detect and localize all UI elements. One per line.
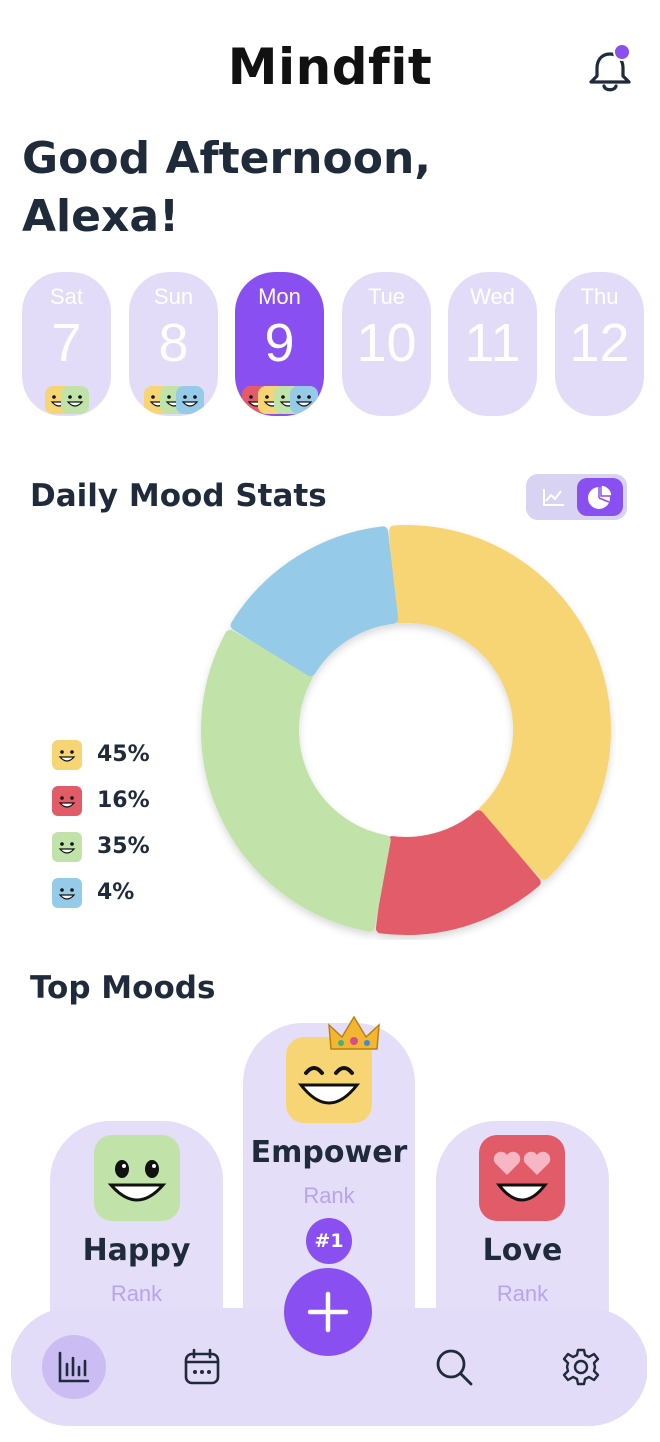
- mood-stats-title: Daily Mood Stats: [30, 478, 327, 514]
- day-mood-faces: [342, 378, 431, 414]
- day-name: Mon: [258, 284, 301, 309]
- search-icon: [436, 1349, 473, 1386]
- day-name: Tue: [367, 284, 406, 309]
- chart-view-toggle[interactable]: [526, 474, 627, 520]
- settings-icon: [562, 1348, 600, 1386]
- day-name: Thu: [580, 284, 619, 309]
- pie-chart-icon: [588, 484, 613, 509]
- day-pill-wed[interactable]: Wed 11: [448, 272, 537, 416]
- legend-percent: 4%: [97, 880, 135, 905]
- day-pill-sat[interactable]: Sat 7: [22, 272, 111, 416]
- day-pill-thu[interactable]: Thu 12: [555, 272, 644, 416]
- line-chart-icon: [543, 489, 564, 506]
- day-mood-faces: [22, 378, 111, 414]
- happy-face-icon: [52, 832, 82, 862]
- day-pill-sun[interactable]: Sun 8: [129, 272, 218, 416]
- mood-name-love: Love: [482, 1233, 563, 1268]
- mood-legend: 45% 16% 35% 4%: [52, 736, 192, 920]
- greeting-line1: Good Afternoon,: [22, 133, 431, 184]
- pie-chart-toggle[interactable]: [577, 478, 623, 516]
- donut-slice-calm: [230, 526, 399, 677]
- empower-face-icon: [52, 740, 82, 770]
- day-number: 12: [569, 313, 630, 373]
- calm-face-icon: [52, 878, 82, 908]
- happy-face-icon: [61, 386, 89, 414]
- greeting: Good Afternoon, Alexa!: [22, 130, 431, 246]
- mood-rank-label-empower: Rank: [303, 1183, 355, 1208]
- app-title: Mindfit: [227, 38, 433, 96]
- mood-rank-label-love: Rank: [496, 1281, 549, 1306]
- line-chart-toggle[interactable]: [530, 478, 576, 516]
- nav-settings[interactable]: [549, 1335, 613, 1399]
- mood-rank-label-happy: Rank: [110, 1281, 163, 1306]
- day-pill-mon[interactable]: Mon 9: [235, 272, 324, 416]
- donut-slice-empower: [389, 525, 611, 880]
- legend-percent: 45%: [97, 742, 150, 767]
- day-name: Sun: [153, 284, 194, 309]
- stats-icon: [58, 1351, 90, 1383]
- notification-dot-icon: [613, 43, 631, 61]
- nav-stats[interactable]: [42, 1335, 106, 1399]
- day-mood-faces: [555, 378, 644, 414]
- top-moods-title: Top Moods: [30, 970, 216, 1006]
- day-name: Sat: [49, 284, 84, 309]
- happy-face-icon: [94, 1135, 180, 1221]
- calm-face-icon: [176, 386, 204, 414]
- legend-item-happy: 35%: [52, 828, 192, 874]
- rank-badge: #1: [306, 1218, 352, 1264]
- legend-percent: 35%: [97, 834, 150, 859]
- love-face-icon: [52, 786, 82, 816]
- day-number: 11: [464, 313, 521, 373]
- day-mood-faces: [129, 378, 218, 414]
- greeting-name: Alexa!: [22, 191, 180, 242]
- legend-item-empower: 45%: [52, 736, 192, 782]
- calm-face-icon: [290, 386, 318, 414]
- legend-percent: 16%: [97, 788, 150, 813]
- day-number: 9: [264, 313, 295, 373]
- mood-name-empower: Empower: [250, 1135, 408, 1170]
- empower-face-icon: [286, 1037, 372, 1123]
- add-mood-button[interactable]: [284, 1268, 372, 1356]
- day-mood-faces: [448, 378, 537, 414]
- legend-item-love: 16%: [52, 782, 192, 828]
- day-selector: Sat 7 Sun 8 Mon 9 Tue 10 Wed 11 Thu 12: [22, 272, 644, 416]
- donut-slice-love: [375, 810, 541, 935]
- donut-slice-happy: [201, 629, 391, 932]
- crown-icon: [328, 1015, 380, 1050]
- love-face-icon: [479, 1135, 565, 1221]
- nav-calendar[interactable]: [170, 1335, 234, 1399]
- day-number: 10: [356, 313, 417, 373]
- mood-donut-chart: [201, 525, 611, 935]
- bottom-nav: [11, 1308, 647, 1426]
- day-pill-tue[interactable]: Tue 10: [342, 272, 431, 416]
- notification-bell-icon[interactable]: [584, 43, 636, 96]
- day-number: 7: [51, 313, 82, 373]
- day-mood-faces: [235, 378, 324, 414]
- mood-name-happy: Happy: [82, 1233, 191, 1268]
- day-number: 8: [158, 313, 189, 373]
- calendar-icon: [184, 1348, 220, 1385]
- day-name: Wed: [470, 284, 515, 309]
- nav-search[interactable]: [422, 1335, 486, 1399]
- legend-item-calm: 4%: [52, 874, 192, 920]
- add-icon: [307, 1291, 349, 1333]
